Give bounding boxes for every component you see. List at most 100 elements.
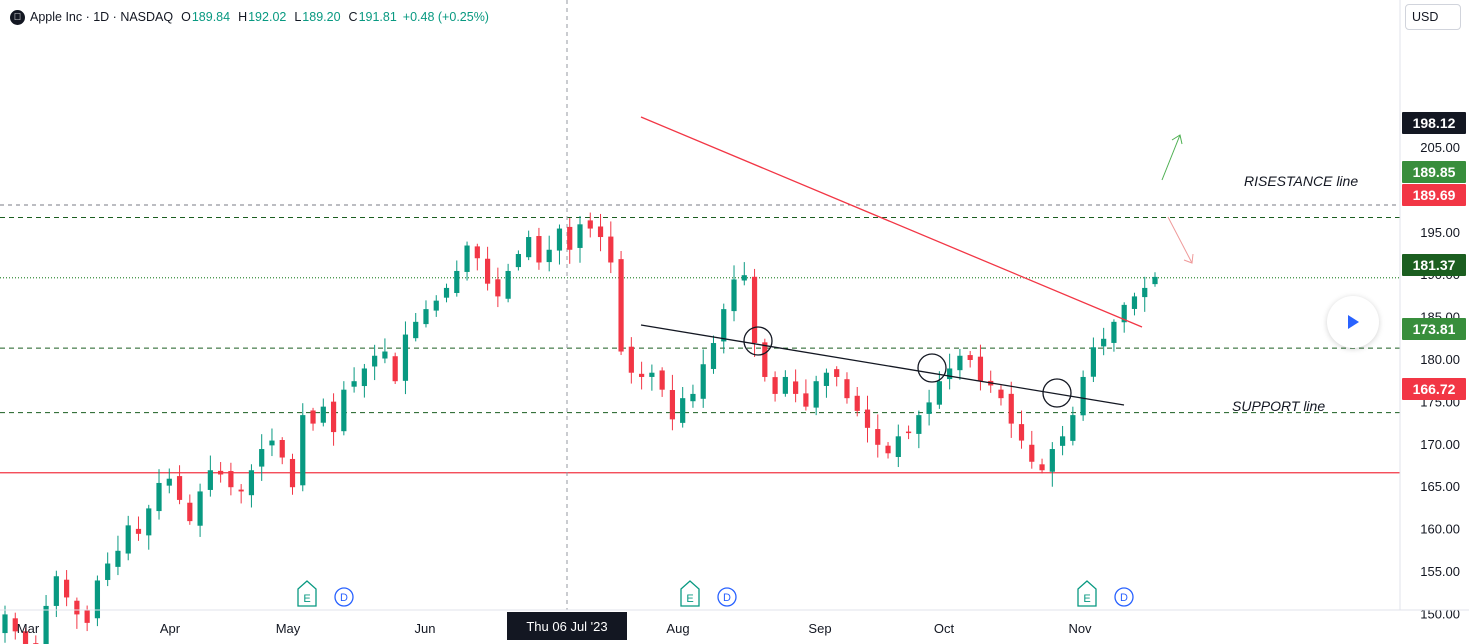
drawings: RISESTANCE line SUPPORT line — [640, 116, 1358, 414]
candle-body — [423, 309, 429, 325]
price-tag-bg — [1402, 161, 1466, 183]
time-tick-label: Sep — [808, 621, 831, 636]
price-tag: 181.37 — [1402, 254, 1466, 276]
candle-body — [905, 431, 912, 434]
candle-body — [957, 355, 963, 371]
candle-body — [1090, 347, 1096, 377]
dividend-marker-icon — [717, 587, 737, 607]
candle-body — [680, 398, 686, 423]
candle-body — [53, 576, 59, 606]
pivot-circle — [1042, 378, 1072, 408]
dividend-marker-icon — [334, 587, 354, 607]
candle-body — [279, 440, 285, 458]
candle-body — [495, 279, 501, 297]
candle-body — [998, 389, 1004, 399]
candle-body — [967, 355, 973, 360]
currency-button[interactable]: USD — [1405, 4, 1461, 30]
time-tick-label: Jun — [415, 621, 436, 636]
candle-body — [710, 343, 717, 369]
close-value: 191.81 — [358, 10, 397, 24]
candle-body — [772, 377, 778, 394]
candle-body — [721, 309, 727, 342]
candle-body — [536, 236, 542, 263]
candle-body — [238, 489, 244, 492]
support-annotation: SUPPORT line — [1232, 398, 1325, 414]
dividend-marker-label: D — [1120, 592, 1128, 604]
candle-body — [875, 429, 881, 445]
price-tag: 166.72 — [1402, 378, 1466, 400]
candle-body — [1101, 338, 1107, 347]
candle-body — [649, 372, 655, 377]
earnings-marker-label: E — [686, 593, 693, 605]
candle-body — [413, 321, 419, 339]
candle-body — [402, 334, 409, 381]
candle-body — [823, 372, 830, 386]
candle-body — [556, 228, 563, 251]
candle-body — [187, 502, 193, 522]
low-label: L — [294, 10, 302, 24]
down-projection-arrow — [1167, 216, 1193, 264]
candle-body — [834, 369, 840, 377]
candlestick-series — [2, 212, 1158, 644]
candle-body — [392, 356, 398, 382]
resistance-annotation: RISESTANCE line — [1244, 173, 1358, 189]
candle-body — [361, 368, 367, 387]
price-tick-label: 170.00 — [1420, 437, 1460, 452]
price-tag-bg — [1402, 318, 1466, 340]
candle-body — [464, 245, 470, 272]
candle-body — [1131, 296, 1138, 309]
candle-body — [700, 364, 706, 399]
candle-body — [1059, 436, 1066, 446]
candle-body — [793, 381, 799, 394]
candle-body — [618, 259, 624, 352]
candle-body — [608, 236, 614, 263]
price-tag-text: 166.72 — [1413, 381, 1456, 397]
candle-body — [248, 470, 255, 496]
candle-body — [484, 258, 491, 284]
candle-body — [320, 406, 326, 423]
pivot-circle — [743, 326, 773, 356]
price-tag-bg — [1402, 112, 1466, 134]
candle-body — [936, 381, 942, 405]
up-projection-arrow — [1161, 134, 1181, 181]
crosshair-date-label: Thu 06 Jul '23 — [526, 619, 607, 634]
earnings-marker-label: E — [1083, 593, 1090, 605]
price-tag-bg — [1402, 378, 1466, 400]
candle-body — [854, 395, 860, 411]
candle-body — [218, 470, 224, 475]
play-button[interactable] — [1327, 296, 1379, 348]
candle-body — [844, 379, 850, 399]
candle-body — [351, 381, 357, 387]
candle-body — [1121, 304, 1127, 323]
candle-body — [22, 631, 29, 644]
candle-body — [105, 563, 111, 580]
candle-body — [433, 300, 439, 311]
resistance-trendline — [640, 116, 1143, 328]
price-tag-bg — [1402, 184, 1466, 206]
candle-body — [895, 436, 901, 458]
candle-body — [1039, 464, 1045, 471]
candle-body — [1018, 424, 1025, 441]
candle-body — [1152, 276, 1158, 285]
candle-body — [1070, 415, 1076, 441]
candle-body — [84, 609, 90, 623]
open-value: 189.84 — [191, 10, 231, 24]
candle-body — [197, 491, 203, 526]
candle-body — [885, 445, 891, 454]
symbol-title[interactable]: Apple Inc · 1D · NASDAQ — [30, 10, 174, 24]
candle-body — [443, 287, 450, 298]
candle-body — [731, 279, 737, 312]
candle-body — [454, 270, 460, 293]
horizontal-levels — [0, 204, 1400, 474]
candle-body — [259, 449, 265, 467]
candle-body — [1029, 444, 1035, 462]
price-tick-label: 165.00 — [1420, 479, 1460, 494]
price-axis: 145.00150.00155.00160.00165.00170.00175.… — [1399, 0, 1466, 621]
candle-body — [125, 525, 131, 554]
candle-body — [526, 237, 532, 258]
candle-body — [1008, 393, 1014, 424]
candle-body — [916, 415, 922, 434]
time-tick-label: Mar — [17, 621, 40, 636]
candle-body — [926, 402, 932, 414]
